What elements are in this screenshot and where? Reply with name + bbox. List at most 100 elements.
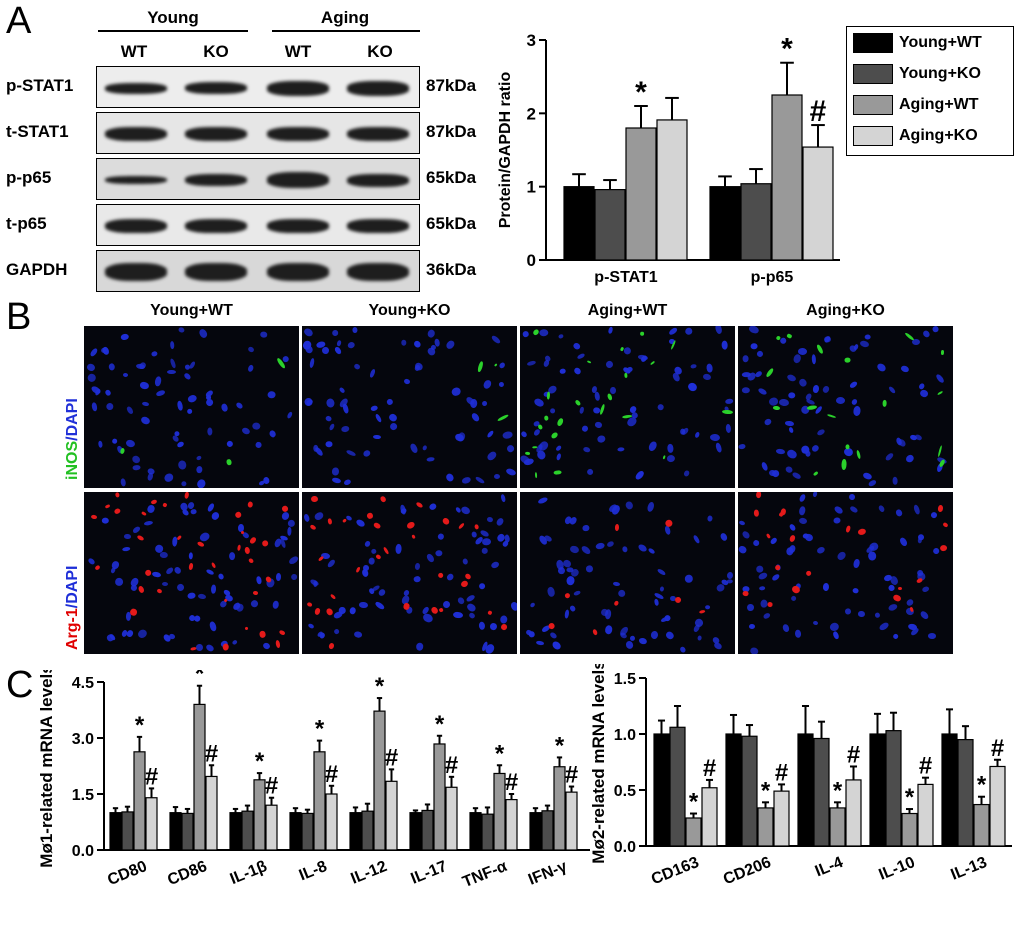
nucleus: [927, 633, 936, 640]
nucleus: [210, 584, 216, 595]
nucleus: [878, 620, 890, 632]
y-tick-label: 1.0: [614, 727, 636, 744]
inos-signal: [477, 360, 484, 373]
arg1-signal: [249, 536, 257, 545]
nucleus: [132, 464, 141, 471]
nucleus: [563, 609, 570, 620]
significance-hash: #: [145, 763, 158, 790]
arg1-signal: [94, 564, 101, 571]
bar: [109, 812, 122, 851]
nucleus: [573, 589, 582, 596]
significance-hash: #: [810, 95, 827, 128]
nucleus: [355, 518, 367, 528]
nucleus: [858, 610, 866, 618]
significance-hash: #: [205, 740, 218, 767]
arg1-signal: [244, 626, 249, 631]
nucleus: [267, 391, 276, 399]
nucleus: [929, 511, 938, 520]
panel-a-letter: A: [6, 0, 32, 42]
lane-label: WT: [120, 42, 148, 61]
nucleus: [288, 555, 299, 566]
nucleus: [582, 445, 591, 453]
arg1-signal: [326, 517, 333, 525]
nucleus: [634, 469, 646, 481]
nucleus: [353, 362, 361, 371]
inos-signal: [574, 399, 582, 407]
legend-swatch: [853, 95, 893, 115]
lane-label: KO: [367, 42, 393, 61]
nucleus: [252, 421, 262, 430]
nucleus: [486, 516, 494, 523]
nucleus: [474, 475, 486, 485]
column-title: Aging+WT: [587, 302, 668, 319]
nucleus: [358, 601, 369, 608]
y-axis-label: Mø2-related mRNA levels: [589, 664, 608, 864]
molecular-weight-label: 87kDa: [426, 122, 477, 141]
nucleus: [345, 515, 353, 522]
inos-signal: [497, 413, 510, 422]
nucleus: [905, 598, 915, 608]
arg1-signal: [114, 492, 120, 498]
nucleus: [852, 587, 860, 594]
significance-hash: #: [703, 755, 716, 782]
bar: [169, 812, 182, 851]
bar: [829, 807, 846, 847]
nucleus: [132, 525, 142, 535]
nucleus: [155, 389, 166, 398]
nucleus: [304, 396, 314, 407]
nucleus: [557, 333, 565, 340]
significance-star: *: [977, 772, 987, 799]
chart-legend: Young+WT Young+KO Aging+WT Aging+KO: [846, 26, 1014, 156]
bar: [493, 772, 506, 851]
protein-ratio-chart: 0 1 2 3 Protein/GAPDH ratio * p-STAT1 * # p-p65: [497, 31, 840, 286]
arg1-signal: [137, 585, 145, 594]
nucleus: [412, 340, 422, 350]
nucleus: [325, 398, 336, 409]
nucleus: [362, 449, 371, 458]
nucleus: [351, 326, 358, 333]
significance-star: *: [761, 777, 771, 804]
nucleus: [347, 340, 357, 349]
arg1-signal: [183, 492, 189, 500]
nucleus: [775, 448, 786, 454]
nucleus: [421, 444, 428, 452]
y-tick-label: 2: [527, 104, 536, 123]
nucleus: [822, 385, 831, 395]
blot-label: p-STAT1: [6, 76, 74, 95]
legend-label: Young+KO: [899, 65, 981, 82]
blot-band: [105, 219, 167, 233]
nucleus: [120, 333, 129, 341]
molecular-weight-label: 65kDa: [426, 214, 477, 233]
nucleus: [349, 606, 357, 616]
nucleus: [647, 547, 656, 555]
nucleus: [738, 520, 746, 527]
nucleus: [594, 421, 604, 429]
nucleus: [791, 470, 802, 480]
nucleus: [746, 603, 754, 612]
legend-label: Aging+KO: [899, 127, 978, 144]
nucleus: [461, 475, 472, 485]
nucleus: [140, 415, 152, 426]
group-young-line: [98, 30, 248, 32]
nucleus: [188, 552, 194, 560]
significance-hash: #: [847, 741, 860, 768]
nucleus: [918, 388, 929, 399]
arg1-signal: [309, 524, 317, 531]
category-label: CD163: [649, 854, 702, 888]
nucleus: [465, 594, 476, 603]
nucleus: [798, 493, 807, 503]
bar: [701, 787, 718, 847]
bar: [301, 812, 314, 851]
nucleus: [374, 601, 385, 611]
nucleus: [668, 326, 678, 336]
inos-signal: [827, 414, 836, 419]
nucleus: [702, 373, 712, 381]
category-label: IL-13: [949, 854, 990, 884]
nucleus: [761, 611, 771, 620]
nucleus: [399, 504, 407, 516]
nucleus: [812, 384, 820, 394]
significance-star: *: [555, 732, 565, 759]
nucleus: [756, 565, 764, 573]
nucleus: [338, 386, 346, 394]
arg1-signal: [937, 504, 944, 512]
